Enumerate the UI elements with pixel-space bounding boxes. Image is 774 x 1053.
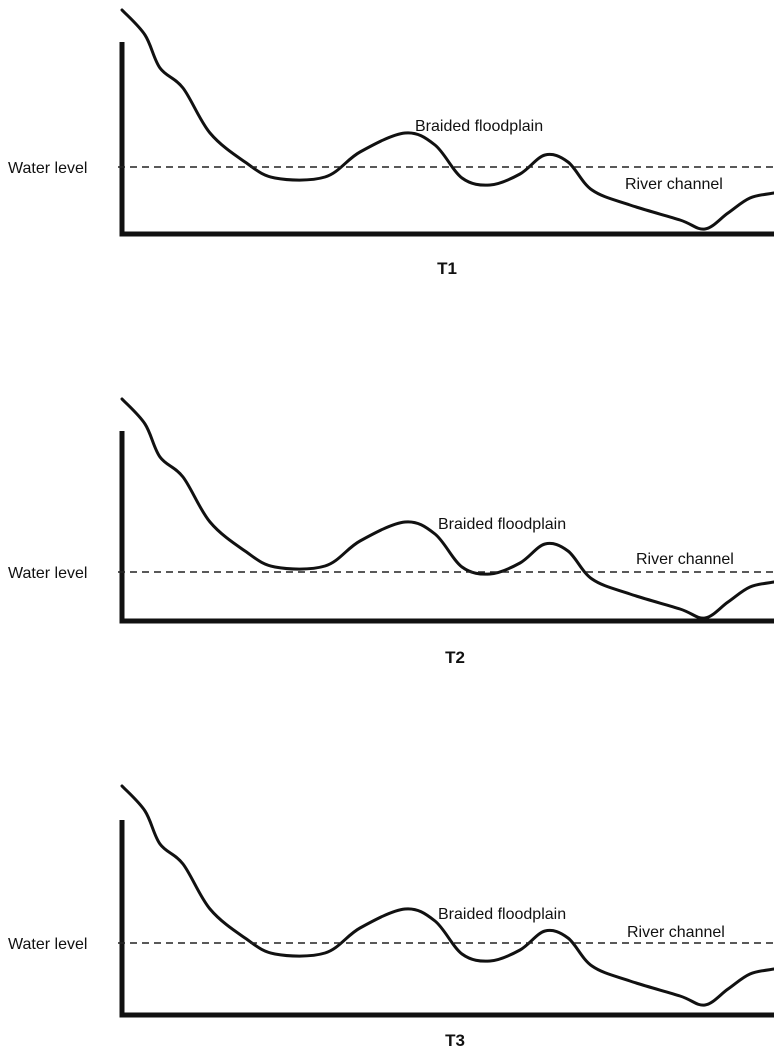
- panel-title: T2: [445, 648, 465, 667]
- panel: Water level Braided floodplain River cha…: [8, 8, 774, 278]
- floodplain-label: Braided floodplain: [438, 906, 566, 923]
- panel-title: T3: [445, 1031, 465, 1050]
- panel: Water level Braided floodplain River cha…: [8, 784, 774, 1050]
- axes: [119, 820, 774, 1018]
- channel-label: River channel: [627, 924, 725, 941]
- terrain-profile: [120, 8, 774, 231]
- terrain-profile: [120, 397, 774, 620]
- water-level-label: Water level: [8, 160, 87, 177]
- water-level-label: Water level: [8, 565, 87, 582]
- panel-title: T1: [437, 259, 457, 278]
- terrain-profile: [120, 784, 774, 1007]
- panel: Water level Braided floodplain River cha…: [8, 397, 774, 667]
- axes: [119, 431, 774, 624]
- floodplain-label: Braided floodplain: [438, 516, 566, 533]
- channel-label: River channel: [636, 551, 734, 568]
- water-level-label: Water level: [8, 936, 87, 953]
- axes: [119, 42, 774, 237]
- channel-label: River channel: [625, 176, 723, 193]
- floodplain-label: Braided floodplain: [415, 118, 543, 135]
